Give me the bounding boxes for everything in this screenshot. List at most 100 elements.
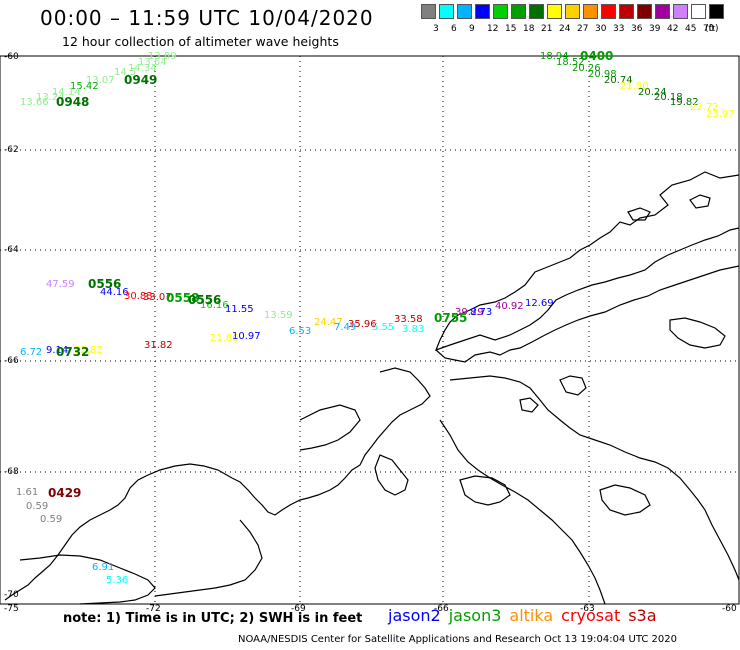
wave-height-value: 5.36 [106, 575, 129, 586]
wave-height-value: 15.42 [70, 81, 99, 92]
wave-height-value: 13.89 [148, 51, 177, 62]
wave-height-value: 10.97 [232, 331, 261, 342]
legend-value: 36 [631, 24, 643, 34]
legend-value: 12 [487, 24, 499, 34]
wave-height-value: 23.97 [706, 109, 735, 120]
wave-height-value: 11.55 [225, 304, 254, 315]
wave-height-value: 1.61 [16, 487, 39, 498]
satellite-cryosat: cryosat [561, 606, 621, 625]
wave-height-value: 22.82 [74, 345, 103, 356]
lat-tick-66: -66 [4, 356, 19, 366]
map-title: 00:00 – 11:59 UTC 10/04/2020 [40, 6, 374, 30]
legend-value: 9 [469, 24, 475, 34]
legend-value: 3 [433, 24, 439, 34]
pass-time-label: 0429 [48, 486, 82, 500]
legend-value: 18 [523, 24, 535, 34]
wave-height-value: 14.5 [114, 67, 137, 78]
wave-height-value: 14.34 [128, 63, 157, 74]
lon-tick-72: -72 [146, 604, 161, 614]
legend-value: 15 [505, 24, 517, 34]
wave-height-value: 21.90 [620, 81, 649, 92]
lat-tick-62: -62 [4, 145, 19, 155]
legend-swatch [583, 4, 598, 19]
wave-height-value: 18.94 [540, 51, 569, 62]
legend-swatch [673, 4, 688, 19]
legend-swatch [439, 4, 454, 19]
wave-height-value: 20.26 [572, 63, 601, 74]
pass-time-label: 0400 [580, 49, 614, 63]
wave-height-value: 20.74 [604, 75, 633, 86]
satellite-legend: jason2 jason3 altika cryosat s3a [388, 606, 665, 625]
wave-height-value: 13.24 [36, 92, 65, 103]
legend-value: 33 [613, 24, 625, 34]
legend-swatch [619, 4, 634, 19]
pass-time-label: 0556 [88, 277, 122, 291]
pass-time-label: 0949 [124, 73, 158, 87]
wave-height-value: 18.52 [556, 57, 585, 68]
pass-time-label: 0732 [56, 345, 90, 359]
legend-swatch [547, 4, 562, 19]
legend-value: 24 [559, 24, 571, 34]
legend-value: 45 [685, 24, 697, 34]
wave-height-value: 30.83 [124, 291, 153, 302]
legend-swatch [601, 4, 616, 19]
legend-swatch [511, 4, 526, 19]
wave-height-value: 33.58 [394, 314, 423, 325]
wave-height-value: 5.55 [372, 322, 395, 333]
wave-height-value: 20.18 [654, 92, 683, 103]
lat-tick-68: -68 [4, 467, 19, 477]
pass-time-label: 0558 [166, 291, 200, 305]
pass-time-label: 0948 [56, 95, 90, 109]
wave-height-value: 24.47 [314, 317, 343, 328]
wave-height-value: 19.82 [670, 97, 699, 108]
lat-grid [0, 149, 739, 473]
map-note: note: 1) Time is in UTC; 2) SWH is in fe… [63, 611, 363, 626]
wave-height-value: 14.14 [52, 87, 81, 98]
legend-swatch [691, 4, 706, 19]
lon-tick-69: -69 [291, 604, 306, 614]
lat-tick-70: -70 [4, 590, 19, 600]
wave-height-value: 35.96 [348, 319, 377, 330]
map-subtitle: 12 hour collection of altimeter wave hei… [62, 34, 339, 49]
legend-swatch [529, 4, 544, 19]
lon-tick-63: -63 [580, 604, 595, 614]
wave-height-value: 0.59 [26, 501, 49, 512]
wave-height-value: 13.07 [86, 75, 115, 86]
wave-height-value: 16.16 [200, 300, 229, 311]
legend-swatch [655, 4, 670, 19]
legend-value: 30 [595, 24, 607, 34]
legend-value: 6 [451, 24, 457, 34]
legend-unit: (ft) [705, 24, 719, 34]
lat-tick-64: -64 [4, 245, 19, 255]
wave-height-value: 40.92 [495, 301, 524, 312]
legend-value: 42 [667, 24, 679, 34]
wave-height-value: 6.53 [289, 326, 312, 337]
wave-height-value: 6.91 [92, 562, 115, 573]
legend-swatch [709, 4, 724, 19]
wave-height-value: 13.59 [264, 310, 293, 321]
satellite-jason2: jason2 [388, 606, 441, 625]
coastline [4, 171, 740, 605]
satellite-jason3: jason3 [448, 606, 502, 625]
pass-time-label: 0556 [188, 293, 222, 307]
wave-height-value: 33.07 [143, 292, 172, 303]
pass-time-label: 0755 [434, 311, 468, 325]
lat-tick-60: -60 [4, 52, 19, 62]
wave-height-value: 13.64 [138, 57, 167, 68]
legend-value: 21 [541, 24, 553, 34]
wave-height-value: 13.66 [20, 97, 49, 108]
lat-tick-75: -75 [4, 604, 19, 614]
wave-height-value: 3.83 [402, 324, 425, 335]
legend-value: 70 [703, 24, 715, 34]
map-footer: NOAA/NESDIS Center for Satellite Applica… [238, 634, 677, 645]
legend-swatch [493, 4, 508, 19]
wave-height-value: 21.80 [210, 333, 239, 344]
wave-height-value: 20.24 [638, 87, 667, 98]
legend-swatch [475, 4, 490, 19]
wave-height-value: 44.16 [100, 287, 129, 298]
wave-height-value: 39.29 [455, 307, 484, 318]
wave-height-value: 0.59 [40, 514, 63, 525]
map-frame [0, 55, 740, 605]
legend-value: 39 [649, 24, 661, 34]
